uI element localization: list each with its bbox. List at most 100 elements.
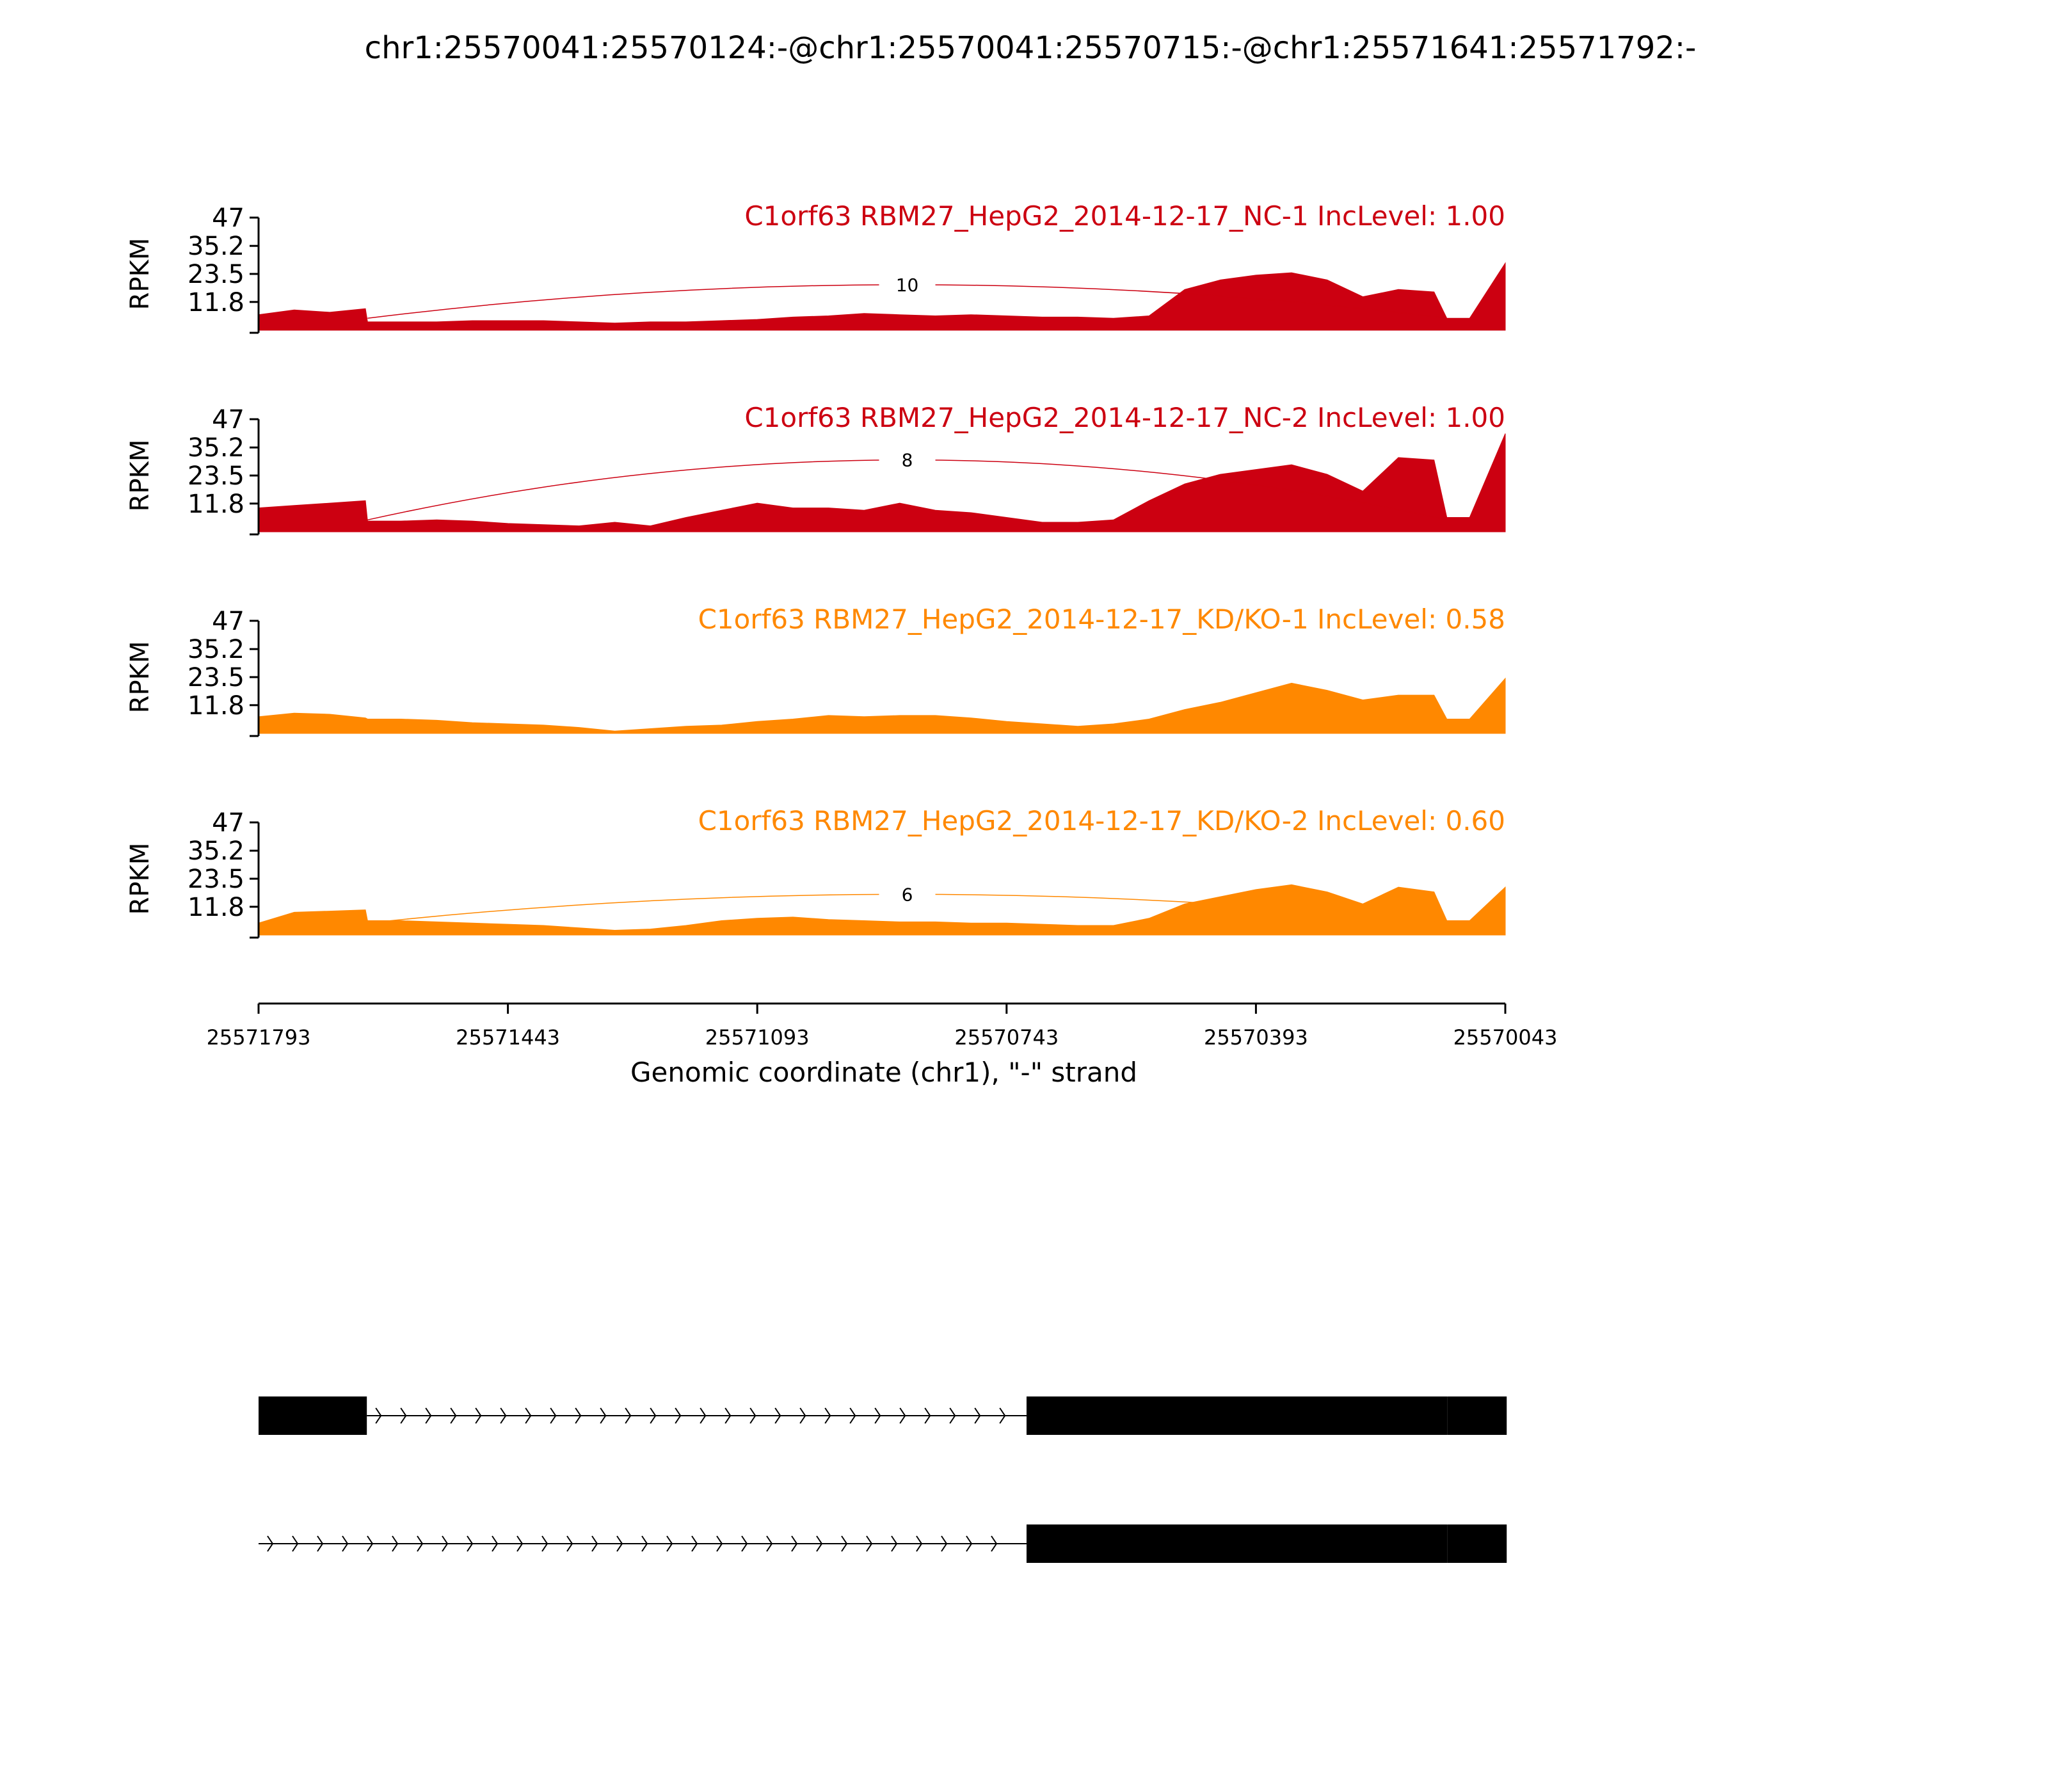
strand-arrow — [600, 1407, 607, 1424]
x-tick-label: 25570393 — [1204, 1025, 1308, 1050]
y-tick-label: 47 — [212, 607, 244, 636]
strand-arrow — [849, 1407, 856, 1424]
sample-label: C1orf63 RBM27_HepG2_2014-12-17_KD/KO-1 I… — [698, 604, 1505, 635]
strand-arrow — [741, 1535, 748, 1552]
strand-arrow — [417, 1535, 424, 1552]
strand-arrow — [700, 1407, 707, 1424]
strand-arrow — [716, 1535, 723, 1552]
strand-arrow — [650, 1407, 657, 1424]
y-tick-label: 11.8 — [188, 893, 244, 922]
coverage-area-4 — [258, 884, 1506, 936]
x-axis-label: Genomic coordinate (chr1), "-" strand — [630, 1057, 1137, 1088]
exon-block — [1447, 1396, 1507, 1435]
exon-block — [1026, 1524, 1448, 1563]
strand-arrow — [991, 1535, 998, 1552]
y-axis-label: RPKM — [125, 641, 155, 714]
coverage-area-2 — [258, 433, 1506, 532]
coverage-track-4: 11.823.535.247 RPKM C1orf63 RBM27_HepG2_20… — [125, 805, 1506, 939]
strand-arrow — [566, 1535, 573, 1552]
y-tick-label: 23.5 — [188, 663, 244, 692]
y-tick-label: 23.5 — [188, 260, 244, 289]
strand-arrow — [392, 1535, 399, 1552]
strand-arrow — [616, 1535, 623, 1552]
strand-arrow — [342, 1535, 349, 1552]
strand-arrow — [824, 1407, 831, 1424]
strand-arrow — [575, 1407, 582, 1424]
sample-label: C1orf63 RBM27_HepG2_2014-12-17_NC-1 IncL… — [744, 200, 1505, 232]
transcript-1 — [259, 1396, 1507, 1435]
strand-arrow — [367, 1535, 374, 1552]
chart-title: chr1:25570041:25570124:-@chr1:25570041:2… — [365, 30, 1697, 66]
strand-arrow — [450, 1407, 457, 1424]
strand-arrow — [500, 1407, 507, 1424]
strand-arrow — [375, 1407, 382, 1424]
x-tick-label: 25571443 — [456, 1025, 560, 1050]
y-tick-label: 11.8 — [188, 490, 244, 519]
strand-arrow — [966, 1535, 973, 1552]
junction-label: 6 — [902, 884, 913, 905]
strand-arrow — [866, 1535, 873, 1552]
y-tick-label: 35.2 — [188, 836, 244, 866]
x-tick-label: 25571793 — [207, 1025, 311, 1050]
transcript-2 — [259, 1524, 1507, 1563]
y-tick-label: 47 — [212, 405, 244, 435]
strand-arrow — [999, 1407, 1006, 1424]
strand-arrow — [774, 1407, 781, 1424]
junction-label-bg — [879, 445, 936, 472]
junction-label: 10 — [896, 275, 919, 296]
y-tick-label: 35.2 — [188, 232, 244, 261]
strand-arrow — [625, 1407, 632, 1424]
junction-label-bg — [879, 270, 936, 296]
strand-arrow — [550, 1407, 557, 1424]
strand-arrow — [400, 1407, 407, 1424]
x-tick-label: 25570043 — [1453, 1025, 1558, 1050]
strand-arrow — [691, 1535, 698, 1552]
strand-arrow — [791, 1535, 798, 1552]
coverage-track-1: 11.823.535.247 RPKM C1orf63 RBM27_HepG2_20… — [125, 200, 1506, 334]
strand-arrow — [874, 1407, 881, 1424]
y-tick-label: 11.8 — [188, 691, 244, 721]
gene-model — [259, 1396, 1507, 1563]
strand-arrow — [675, 1407, 682, 1424]
strand-arrow — [924, 1407, 931, 1424]
strand-arrow — [666, 1535, 673, 1552]
y-tick-label: 47 — [212, 808, 244, 838]
y-tick-label: 23.5 — [188, 461, 244, 491]
strand-arrow — [974, 1407, 981, 1424]
strand-arrow — [799, 1407, 806, 1424]
sample-label: C1orf63 RBM27_HepG2_2014-12-17_KD/KO-2 I… — [698, 805, 1505, 836]
exon-block — [1447, 1524, 1507, 1563]
strand-arrow — [749, 1407, 756, 1424]
x-tick-label: 25571093 — [705, 1025, 810, 1050]
y-axis-label: RPKM — [125, 843, 155, 915]
strand-arrow — [724, 1407, 732, 1424]
strand-arrow — [916, 1535, 923, 1552]
y-axis-label: RPKM — [125, 238, 155, 310]
x-axis: 25571793 25571443 25571093 25570743 25570393… — [207, 1002, 1558, 1050]
strand-arrow — [425, 1407, 432, 1424]
strand-arrow — [267, 1535, 274, 1552]
sample-label: C1orf63 RBM27_HepG2_2014-12-17_NC-2 IncL… — [744, 402, 1505, 433]
y-tick-label: 35.2 — [188, 635, 244, 664]
y-tick-label: 23.5 — [188, 865, 244, 894]
strand-arrow — [525, 1407, 532, 1424]
exon-block — [259, 1396, 367, 1435]
y-tick-label: 35.2 — [188, 433, 244, 463]
coverage-track-2: 11.823.535.247 RPKM C1orf63 RBM27_HepG2_20… — [125, 402, 1506, 536]
strand-arrow — [292, 1535, 299, 1552]
strand-arrow — [591, 1535, 598, 1552]
junction-label-bg — [879, 880, 936, 906]
strand-arrow — [492, 1535, 499, 1552]
y-tick-label: 11.8 — [188, 288, 244, 317]
strand-arrow — [891, 1535, 898, 1552]
y-axis-label: RPKM — [125, 440, 155, 512]
strand-arrow — [816, 1535, 823, 1552]
junction-label: 8 — [902, 450, 913, 471]
coverage-area-3 — [258, 677, 1506, 734]
strand-arrow — [317, 1535, 324, 1552]
strand-arrow — [841, 1535, 848, 1552]
strand-arrow — [899, 1407, 906, 1424]
strand-arrow — [442, 1535, 449, 1552]
strand-arrow — [475, 1407, 482, 1424]
